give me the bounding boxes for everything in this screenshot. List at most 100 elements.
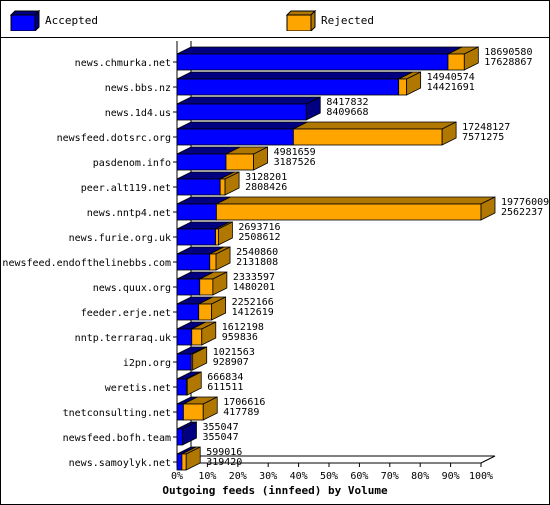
bar-rejected-side [224, 171, 240, 196]
value-label-accepted: 417789 [223, 407, 259, 418]
value-label-offered: 2333597 [233, 272, 275, 283]
value-label-accepted: 355047 [202, 432, 238, 443]
chart-bars [176, 46, 496, 471]
category-label: news.quux.org [93, 283, 171, 294]
bar-accepted-top [176, 96, 321, 105]
bar-accepted [176, 403, 184, 421]
bar-rejected-side [185, 446, 201, 471]
value-label-accepted: 2131808 [236, 257, 278, 268]
value-label-offered: 599016 [206, 447, 242, 458]
category-label: feeder.erje.net [81, 308, 171, 319]
legend-item-accepted: Accepted [9, 9, 159, 31]
category-label: tnetconsulting.net [63, 408, 171, 419]
value-label-offered: 2540860 [236, 247, 278, 258]
value-label-offered: 666834 [207, 372, 243, 383]
bar-rejected-top [293, 121, 457, 130]
category-label: weretis.net [105, 383, 171, 394]
bar-accepted [176, 278, 201, 296]
value-label-offered: 14940574 [427, 72, 475, 83]
value-label-offered: 355047 [202, 422, 238, 433]
value-label-offered: 1706616 [223, 397, 265, 408]
category-label: newsfeed.bofh.team [63, 433, 171, 444]
bar-rejected [183, 403, 204, 421]
bar-rejected [199, 278, 214, 296]
bar-rejected-top [216, 196, 496, 205]
bar-rejected [181, 453, 187, 471]
value-label-accepted: 17628867 [484, 57, 532, 68]
bar-accepted [176, 153, 227, 171]
bar-rejected-side [463, 46, 479, 71]
chart-title: Outgoing feeds (innfeed) by Volume [162, 484, 388, 497]
bar-accepted [176, 328, 193, 346]
value-label-accepted: 928907 [213, 357, 249, 368]
category-label: news.1d4.us [105, 108, 171, 119]
category-label: nntp.terraraq.uk [75, 333, 171, 344]
value-label-accepted: 611511 [207, 382, 243, 393]
value-label-offered: 19776009 [501, 197, 549, 208]
bar-accepted [176, 78, 400, 96]
bar-rejected-side [441, 121, 457, 146]
value-label-offered: 1021563 [213, 347, 255, 358]
bar-rejected [215, 228, 219, 246]
bar-accepted [176, 178, 221, 196]
x-tick-label: 60% [350, 471, 368, 482]
category-label: peer.alt119.net [81, 183, 171, 194]
bar-rejected [292, 128, 443, 146]
bar-accepted [176, 453, 183, 471]
legend-item-rejected: Rejected [285, 9, 435, 31]
bar-accepted-top [176, 71, 413, 80]
bar-rejected-side [253, 146, 268, 171]
value-label-accepted: 959836 [222, 332, 258, 343]
bar-chart: 0% 10% 20% 30% 40% 50% 60% 70% 80% 90% 100% Outgoin… [2, 41, 549, 497]
value-label-offered: 17248127 [462, 122, 510, 133]
bar-rejected-side [192, 346, 208, 371]
value-label-offered: 4981659 [274, 147, 316, 158]
value-label-offered: 1612198 [222, 322, 264, 333]
bar-rejected-side [218, 221, 233, 246]
legend-label-rejected: Rejected [321, 14, 374, 27]
category-label: newsfeed.dotsrc.org [57, 133, 171, 144]
bar-accepted [176, 303, 200, 321]
value-label-accepted: 2508612 [238, 232, 280, 243]
legend-swatch-accepted [9, 9, 41, 31]
bar-rejected [447, 53, 465, 71]
bar-rejected [215, 203, 482, 221]
x-tick-label: 50% [320, 471, 338, 482]
value-label-accepted: 7571275 [462, 132, 504, 143]
value-label-offered: 2693716 [238, 222, 280, 233]
bar-accepted [176, 428, 183, 446]
value-label-offered: 8417832 [326, 97, 368, 108]
bar-rejected-side [215, 246, 231, 271]
x-axis-depth-line [480, 455, 496, 464]
bar-accepted [176, 228, 216, 246]
value-label-offered: 3128201 [245, 172, 287, 183]
x-tick-label: 90% [442, 471, 460, 482]
category-label: pasdenom.info [93, 158, 171, 169]
bar-rejected-side [201, 321, 217, 346]
bar-rejected [198, 303, 213, 321]
legend-label-accepted: Accepted [45, 14, 98, 27]
value-label-accepted: 2562237 [501, 207, 543, 218]
x-tick-label: 20% [229, 471, 247, 482]
bar-accepted [176, 53, 449, 71]
bar-accepted [176, 128, 294, 146]
bar-rejected [219, 178, 226, 196]
bar-rejected-side [212, 271, 228, 296]
category-label: news.furie.org.uk [69, 233, 171, 244]
category-label: news.chmurka.net [75, 58, 171, 69]
value-label-accepted: 14421691 [427, 82, 475, 93]
bar-accepted [176, 378, 187, 396]
value-label-accepted: 2808426 [245, 182, 287, 193]
category-label: news.samoylyk.net [69, 458, 171, 469]
bar-rejected [209, 253, 217, 271]
x-tick-label: 100% [469, 471, 493, 482]
bar-rejected [398, 78, 408, 96]
value-label-accepted: 1412619 [232, 307, 274, 318]
x-tick-label: 30% [259, 471, 277, 482]
bar-rejected [225, 153, 254, 171]
value-label-accepted: 8409668 [326, 107, 368, 118]
bar-accepted-top [176, 121, 308, 130]
value-label-accepted: 319420 [206, 457, 242, 468]
legend: Accepted Rejected [1, 1, 549, 38]
